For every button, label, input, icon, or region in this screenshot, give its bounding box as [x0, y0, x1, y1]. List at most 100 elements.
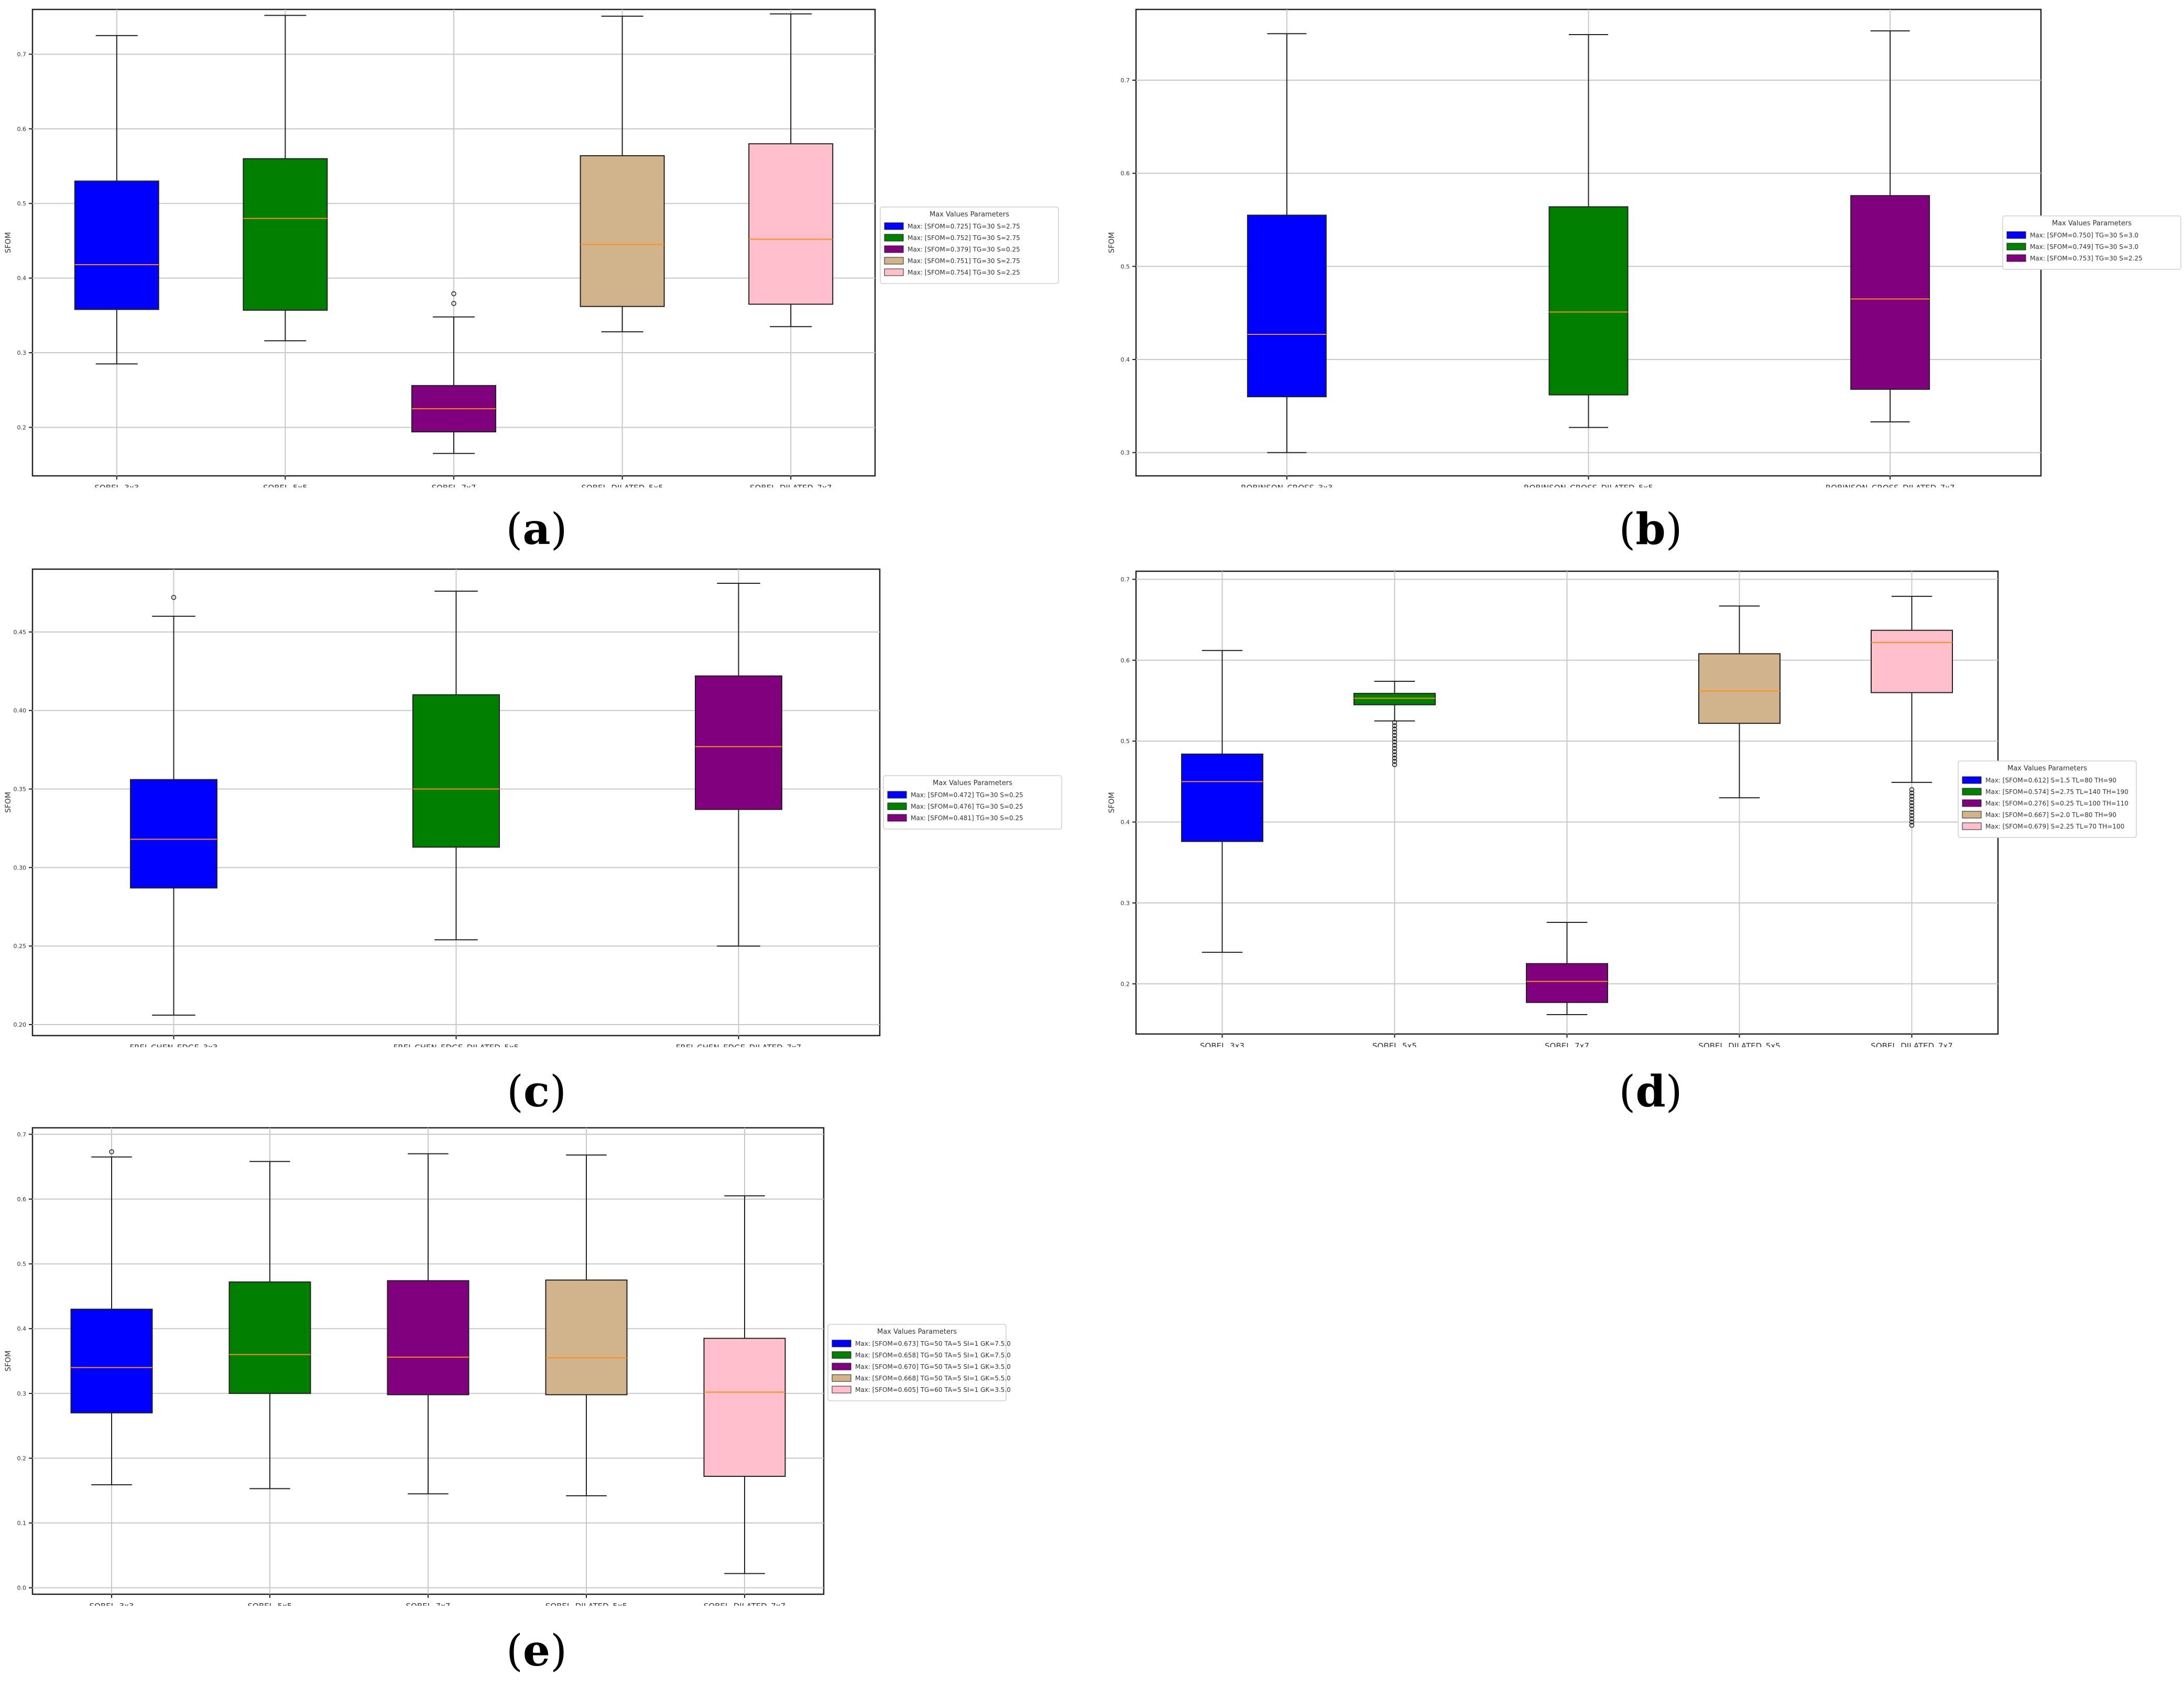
- box-body: [1698, 653, 1781, 724]
- box-body: [1247, 214, 1327, 398]
- legend-swatch: [884, 268, 904, 276]
- box-body: [1353, 693, 1436, 705]
- xtick-label: SOBEL_DILATED_5x5: [1698, 1041, 1780, 1047]
- legend-swatch: [2006, 243, 2026, 251]
- legend-entry: Max: [SFOM=0.574] S=2.75 TL=140 TH=190: [1985, 788, 2128, 796]
- ytick-label: 0.45: [14, 629, 27, 636]
- outlier-point: [1392, 723, 1397, 728]
- legend-swatch: [832, 1351, 851, 1359]
- ytick-label: 0.1: [17, 1520, 27, 1527]
- xtick-label: SOBEL_DILATED_5x5: [581, 483, 663, 487]
- legend-swatch: [884, 234, 904, 242]
- ytick-label: 0.4: [1121, 356, 1130, 363]
- caption-e: (e): [506, 1626, 567, 1676]
- xtick-label: ROBINSON_CROSS_DILATED_5x5: [1524, 483, 1653, 487]
- legend-entry: Max: [SFOM=0.670] TG=50 TA=5 SI=1 GK=3.5…: [855, 1363, 1011, 1370]
- outlier-point: [451, 291, 456, 297]
- box-body: [695, 675, 782, 810]
- legend-swatch: [1962, 788, 1982, 796]
- box-body: [243, 158, 328, 311]
- legend-entry: Max: [SFOM=0.754] TG=30 S=2.25: [908, 269, 1020, 276]
- box-sobel-3x3: [70, 1149, 153, 1486]
- panel-d-chart: 0.2 0.3 0.4 0.5 0.6 0.7 SFOM SOBEL_3x3 SOBEL_5x5…: [1108, 570, 2137, 1047]
- outlier-point: [1392, 755, 1397, 761]
- box-body: [74, 180, 159, 310]
- legend: Max Values Parameters Max: [SFOM=0.750] T…: [2002, 215, 2181, 270]
- ytick-label: 0.3: [1121, 900, 1130, 907]
- legend-frame: [883, 775, 1062, 830]
- box-body: [1871, 629, 1953, 693]
- box-sobel-dilated-5x5: [580, 15, 665, 333]
- legend-entry: Max: [SFOM=0.753] TG=30 S=2.25: [2030, 255, 2143, 262]
- box-sobel-dilated-7x7: [1871, 595, 1953, 828]
- box-body: [580, 155, 665, 307]
- outlier-point: [1909, 807, 1915, 812]
- xtick-label: SOBEL_7x7: [1545, 1041, 1589, 1047]
- box-body: [412, 694, 500, 848]
- ytick-label: 0.30: [14, 864, 27, 871]
- legend-entry: Max: [SFOM=0.751] TG=30 S=2.75: [908, 257, 1020, 265]
- legend-entry: Max: [SFOM=0.379] TG=30 S=0.25: [908, 246, 1020, 253]
- outlier-point: [1392, 743, 1397, 748]
- outlier-point: [1392, 726, 1397, 732]
- legend-frame: [880, 206, 1059, 284]
- xtick-label: FREI_CHEN_EDGE_DILATED_7x7: [676, 1043, 801, 1047]
- panel-e-chart: 0.0 0.1 0.2 0.3 0.4 0.5 0.6 0.7 SFOM SOBEL_3x3 SOB…: [4, 1127, 1011, 1606]
- ytick-label: 0.7: [17, 51, 27, 58]
- legend-swatch: [832, 1374, 851, 1382]
- legend-entry: Max: [SFOM=0.658] TG=50 TA=5 SI=1 GK=7.5…: [855, 1352, 1011, 1359]
- ytick-label: 0.5: [17, 200, 27, 207]
- box-body: [228, 1281, 311, 1394]
- legend-swatch: [884, 222, 904, 230]
- xtick-label: SOBEL_3x3: [94, 483, 139, 487]
- y-axis-label: SFOM: [4, 232, 13, 253]
- ytick-label: 0.35: [14, 786, 27, 793]
- box-sobel-5x5: [228, 1161, 311, 1489]
- ytick-label: 0.5: [17, 1261, 27, 1268]
- ytick-label: 0.7: [1121, 576, 1130, 583]
- ytick-label: 0.5: [1121, 738, 1130, 745]
- ytick-label: 0.5: [1121, 263, 1130, 270]
- box-sobel-3x3: [74, 35, 159, 365]
- legend-frame: [827, 1324, 1007, 1401]
- outlier-point: [1909, 819, 1915, 825]
- box-body: [1548, 206, 1629, 396]
- legend-entry: Max: [SFOM=0.750] TG=30 S=3.0: [2030, 232, 2138, 239]
- xtick-label: SOBEL_5x5: [263, 483, 308, 487]
- ytick-label: 0.7: [1121, 77, 1130, 84]
- xtick-label: ROBINSON_CROSS_3x3: [1241, 483, 1333, 487]
- outlier-point: [1392, 759, 1397, 764]
- legend-title: Max Values Parameters: [933, 779, 1012, 787]
- legend: Max Values Parameters Max: [SFOM=0.472] T…: [883, 775, 1062, 830]
- xtick-label: FREI_CHEN_EDGE_DILATED_5x5: [394, 1043, 519, 1047]
- legend-entry: Max: [SFOM=0.605] TG=60 TA=5 SI=1 GK=3.5…: [855, 1386, 1011, 1394]
- ytick-label: 0.7: [17, 1131, 27, 1138]
- legend-title: Max Values Parameters: [2052, 220, 2132, 227]
- legend-swatch: [2006, 231, 2026, 239]
- outlier-point: [1909, 813, 1915, 818]
- legend-entry: Max: [SFOM=0.679] S=2.25 TL=70 TH=100: [1985, 823, 2124, 830]
- box-sobel-dilated-7x7: [748, 13, 834, 328]
- outlier-point: [1909, 793, 1915, 799]
- y-axis-label: SFOM: [1108, 792, 1116, 813]
- outlier-point: [1909, 800, 1915, 806]
- ytick-label: 0.6: [17, 126, 27, 133]
- legend-entry: Max: [SFOM=0.673] TG=50 TA=5 SI=1 GK=7.5…: [855, 1340, 1011, 1347]
- outlier-point: [1392, 752, 1397, 758]
- box-frei-chen-edge-dilated-7x7: [695, 582, 782, 947]
- legend: Max Values Parameters Max: [SFOM=0.673] T…: [827, 1324, 1011, 1401]
- y-axis-label: SFOM: [4, 792, 13, 813]
- outlier-point: [1392, 762, 1397, 767]
- xtick-label: SOBEL_3x3: [90, 1602, 134, 1606]
- legend-title: Max Values Parameters: [930, 211, 1009, 219]
- outlier-point: [1392, 739, 1397, 745]
- xtick-label: SOBEL_3x3: [1200, 1041, 1244, 1047]
- outlier-point: [1909, 787, 1915, 792]
- box-sobel-7x7: [1526, 921, 1608, 1015]
- ytick-label: 0.4: [1121, 819, 1130, 826]
- box-sobel-7x7: [387, 1153, 469, 1495]
- outlier-point: [1392, 746, 1397, 751]
- legend-entry: Max: [SFOM=0.481] TG=30 S=0.25: [911, 814, 1023, 822]
- ytick-label: 0.3: [17, 350, 27, 356]
- xtick-label: SOBEL_7x7: [432, 483, 476, 487]
